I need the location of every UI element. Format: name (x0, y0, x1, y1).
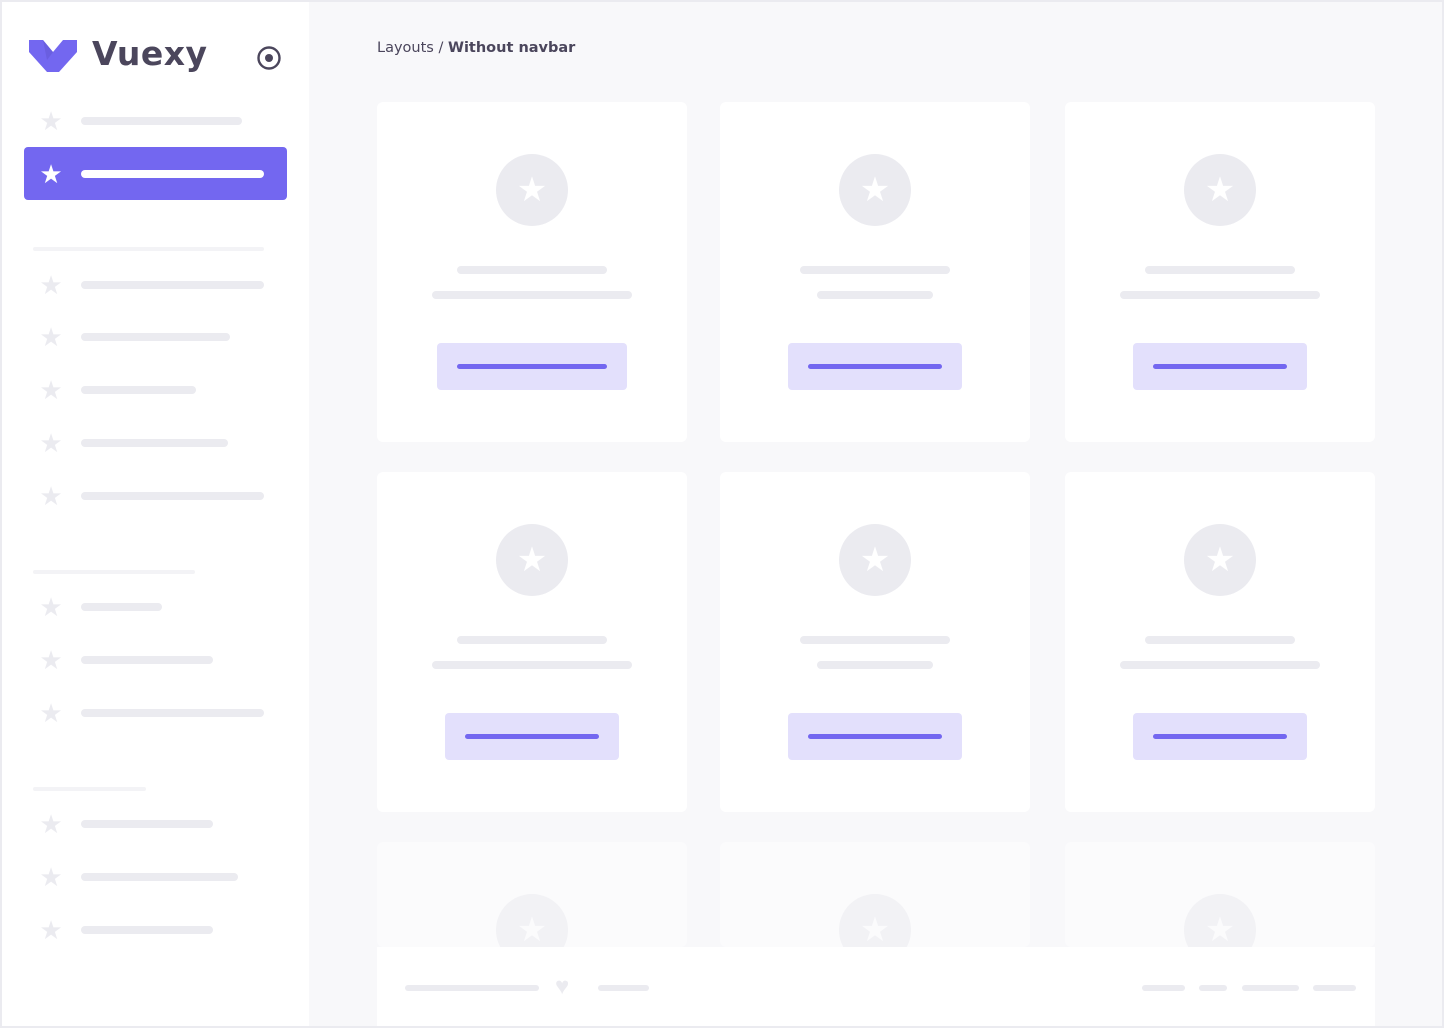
card-title-placeholder (800, 266, 950, 274)
card: ★ (720, 102, 1030, 442)
section-header-placeholder (33, 570, 195, 574)
sidebar-item-label-placeholder[interactable] (81, 492, 264, 500)
breadcrumb-parent[interactable]: Layouts (377, 40, 434, 56)
footer-link[interactable] (1313, 985, 1356, 991)
card-button[interactable] (445, 713, 619, 760)
star-icon: ★ (39, 375, 63, 405)
heart-icon: ♥ (555, 973, 570, 1000)
star-icon: ★ (39, 106, 63, 136)
card: ★ (1065, 102, 1375, 442)
star-icon: ★ (39, 915, 63, 945)
sidebar-item-label-placeholder[interactable] (81, 873, 238, 881)
footer-text-placeholder (598, 985, 649, 991)
card-text-placeholder (432, 291, 632, 299)
sidebar-item-label-placeholder[interactable] (81, 926, 213, 934)
star-icon: ★ (39, 592, 63, 622)
card-button-label-placeholder (1153, 364, 1287, 369)
card-button[interactable] (437, 343, 627, 390)
card-text-placeholder (817, 291, 933, 299)
footer-link[interactable] (1242, 985, 1299, 991)
star-icon: ★ (39, 428, 63, 458)
card: ★ (1065, 472, 1375, 812)
footer-link[interactable] (1199, 985, 1227, 991)
breadcrumb-separator: / (433, 40, 448, 56)
card-button-label-placeholder (457, 364, 607, 369)
radio-circle-icon[interactable] (256, 45, 282, 71)
star-icon: ★ (39, 481, 63, 511)
sidebar-item-label-placeholder[interactable] (81, 656, 213, 664)
star-icon: ★ (39, 645, 63, 675)
card-title-placeholder (1145, 636, 1295, 644)
card-title-placeholder (457, 636, 607, 644)
card-title-placeholder (800, 636, 950, 644)
star-icon: ★ (39, 270, 63, 300)
footer: ♥ (377, 947, 1375, 1026)
card-text-placeholder (1120, 661, 1320, 669)
card-text-placeholder (1120, 291, 1320, 299)
section-header-placeholder (33, 787, 146, 791)
star-icon: ★ (839, 524, 911, 596)
brand-name: Vuexy (92, 34, 208, 73)
star-icon: ★ (39, 809, 63, 839)
star-icon: ★ (496, 154, 568, 226)
sidebar-item-label-placeholder[interactable] (81, 439, 228, 447)
card-title-placeholder (1145, 266, 1295, 274)
section-header-placeholder (33, 247, 264, 251)
sidebar-item-label-placeholder[interactable] (81, 709, 264, 717)
card: ★ (720, 472, 1030, 812)
card-button-label-placeholder (808, 364, 942, 369)
card-button-label-placeholder (1153, 734, 1287, 739)
card: ★ (377, 842, 687, 966)
card-button[interactable] (788, 713, 962, 760)
star-icon: ★ (496, 524, 568, 596)
card: ★ (720, 842, 1030, 966)
card: ★ (377, 102, 687, 442)
vuexy-logo-icon (29, 40, 77, 72)
card-button-label-placeholder (465, 734, 599, 739)
sidebar-item-label-placeholder[interactable] (81, 333, 230, 341)
sidebar-item-label-active[interactable] (81, 170, 264, 178)
star-icon: ★ (39, 322, 63, 352)
card-button[interactable] (1133, 713, 1307, 760)
star-icon: ★ (1184, 154, 1256, 226)
star-icon: ★ (39, 698, 63, 728)
footer-text-placeholder (405, 985, 539, 991)
card-button[interactable] (1133, 343, 1307, 390)
card: ★ (1065, 842, 1375, 966)
sidebar-item-label-placeholder[interactable] (81, 281, 264, 289)
sidebar-item-label-placeholder[interactable] (81, 117, 242, 125)
card-button-label-placeholder (808, 734, 942, 739)
card-text-placeholder (432, 661, 632, 669)
footer-link[interactable] (1142, 985, 1185, 991)
breadcrumb-current: Without navbar (447, 40, 576, 56)
card-title-placeholder (457, 266, 607, 274)
sidebar: Vuexy ★ ★ ★ ★ ★ ★ ★ ★ ★ ★ ★ ★ ★ (2, 2, 309, 1026)
card: ★ (377, 472, 687, 812)
card-text-placeholder (817, 661, 933, 669)
sidebar-item-label-placeholder[interactable] (81, 386, 196, 394)
sidebar-item-label-placeholder[interactable] (81, 603, 162, 611)
breadcrumb: Layouts / Without navbar (377, 40, 575, 56)
card-button[interactable] (788, 343, 962, 390)
star-icon: ★ (839, 154, 911, 226)
star-icon: ★ (39, 862, 63, 892)
sidebar-item-label-placeholder[interactable] (81, 820, 213, 828)
star-icon: ★ (1184, 524, 1256, 596)
star-icon: ★ (39, 159, 63, 189)
